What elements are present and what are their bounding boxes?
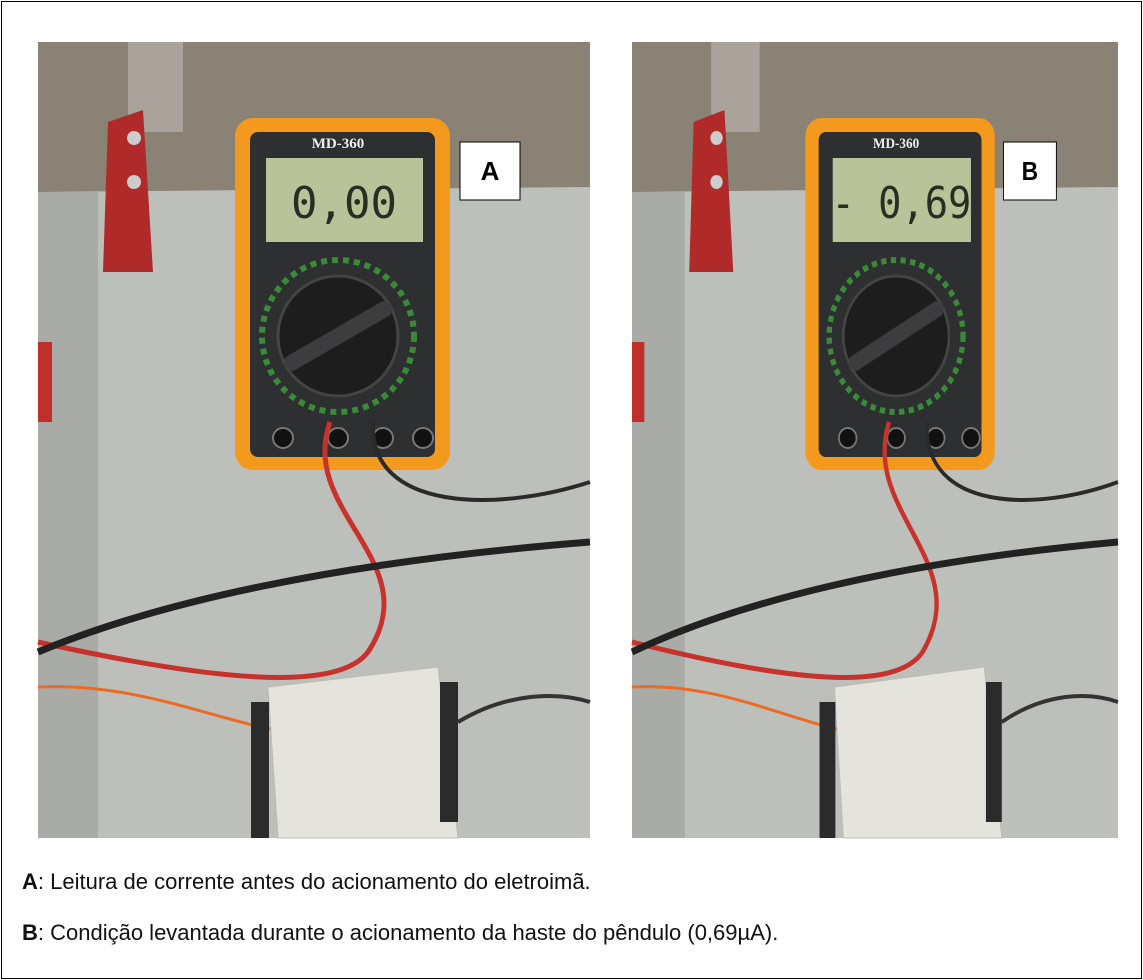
dial-ring [259,257,417,415]
display-reading: 0,00 [291,178,397,229]
photo: MD-360 - 0,69 B [630,42,1119,839]
jack [412,427,434,449]
black-wire [370,421,591,502]
terminal-strip [251,702,269,838]
display [266,158,423,242]
jack [327,427,349,449]
jack [838,427,858,449]
photos: MD-360 0,00 A MD-360 - 0,69 B [36,42,1119,839]
dial-knob [848,301,944,371]
red-bracket [689,110,734,272]
caption: B: Condição levantada durante o acioname… [22,920,778,946]
caption: A: Leitura de corrente antes do acioname… [22,869,591,895]
caption-text: : Leitura de corrente antes do acionamen… [37,869,591,894]
display-reading: - 0,69 [831,178,971,229]
jack [961,427,981,449]
daq-box [267,666,459,839]
terminal-strip [819,702,836,838]
table [38,187,590,838]
table-shade [38,192,98,838]
daq-cable [1000,694,1119,724]
panel-label-box [1003,141,1057,201]
terminal-strip [985,682,1002,822]
bolt [127,131,141,145]
daq-cable [456,694,591,724]
caption-label: A [22,869,38,894]
dial-ring [826,257,966,415]
red-wire [631,421,939,680]
daq-box [834,666,1003,839]
table-shade [632,192,685,838]
red-wire [37,421,387,680]
red-bracket [103,110,153,272]
display [832,158,971,242]
jack [886,427,906,449]
black-probe [630,538,1119,656]
panel-label: A [481,156,500,186]
dial-knob [284,301,392,371]
caption-label: B [22,920,38,945]
red-object [632,342,645,422]
bolt [710,131,723,145]
bolt [710,175,723,189]
panel-label: B [1022,158,1039,187]
red-object [38,342,52,422]
black-wire [925,421,1119,502]
terminal-strip [440,682,458,822]
caption-text: : Condição levantada durante o acionamen… [37,920,779,945]
bolt [127,175,141,189]
table [632,187,1118,838]
model-label: MD-360 [873,135,919,152]
model-label: MD-360 [312,136,365,152]
panel-label-box [459,141,521,201]
black-probe [36,538,591,656]
jack [272,427,294,449]
photo: MD-360 0,00 A [36,42,591,839]
